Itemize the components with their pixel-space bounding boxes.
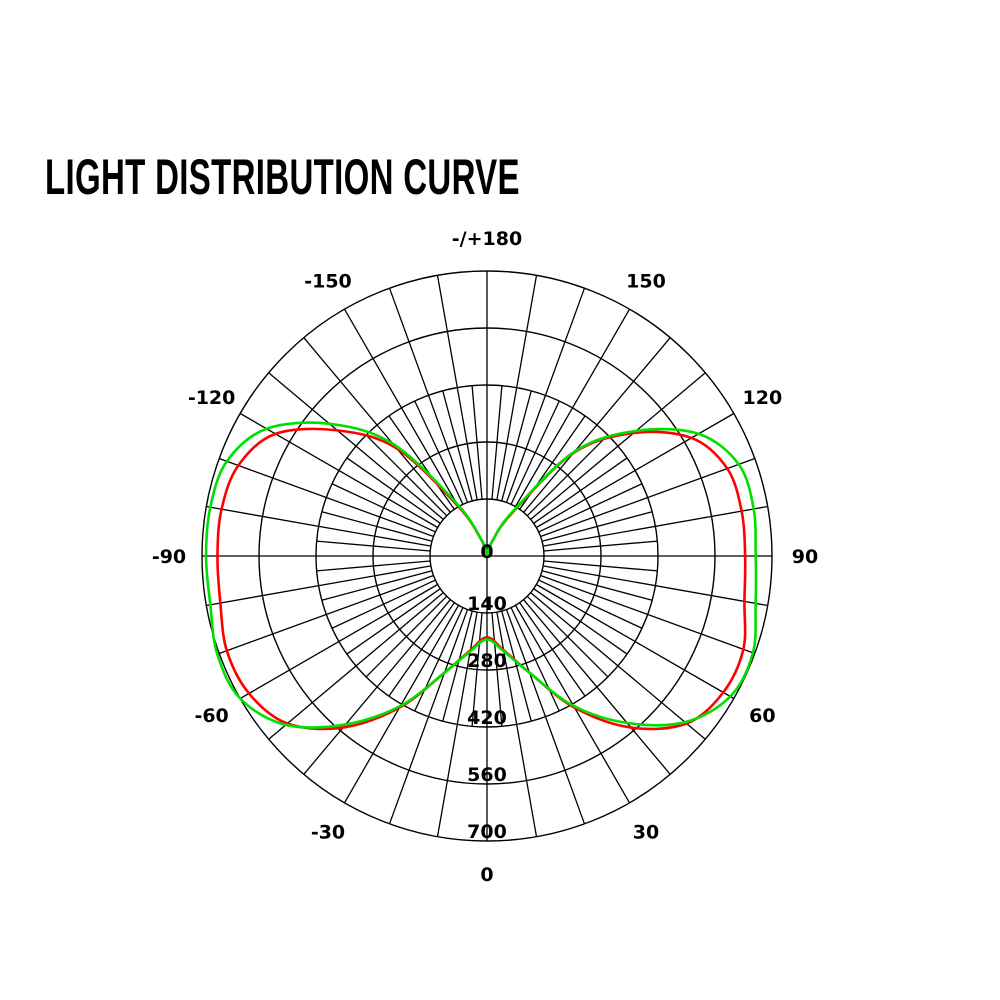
angle-tick-label: 30 <box>633 821 659 843</box>
radial-tick-label: 280 <box>467 650 507 672</box>
radial-tick-label: 560 <box>467 764 507 786</box>
angle-tick-label: -150 <box>304 271 352 293</box>
angle-tick-label: -30 <box>311 821 345 843</box>
angle-tick-label: 90 <box>792 546 818 568</box>
radial-tick-label: 0 <box>480 541 493 563</box>
radial-tick-label: 140 <box>467 593 507 615</box>
radial-tick-label: 700 <box>467 821 507 843</box>
grid-ring <box>429 498 545 614</box>
grid-ring <box>201 270 773 842</box>
angle-tick-label: 60 <box>749 705 775 727</box>
angle-tick-label: 150 <box>626 271 666 293</box>
angle-tick-label: 120 <box>743 387 783 409</box>
angle-tick-label: -120 <box>188 387 236 409</box>
grid-ring <box>258 327 716 785</box>
chart-title: LIGHT DISTRIBUTION CURVE <box>45 149 520 205</box>
series-curve-2 <box>204 421 758 729</box>
angle-tick-label: -90 <box>152 546 186 568</box>
angle-tick-label: -60 <box>194 705 228 727</box>
angle-tick-label: 0 <box>480 864 493 886</box>
series-curve-1 <box>216 427 747 731</box>
grid-ring <box>372 441 602 671</box>
grid-ring <box>315 384 659 728</box>
angle-tick-label: -/+180 <box>452 228 522 250</box>
radial-tick-label: 420 <box>467 707 507 729</box>
